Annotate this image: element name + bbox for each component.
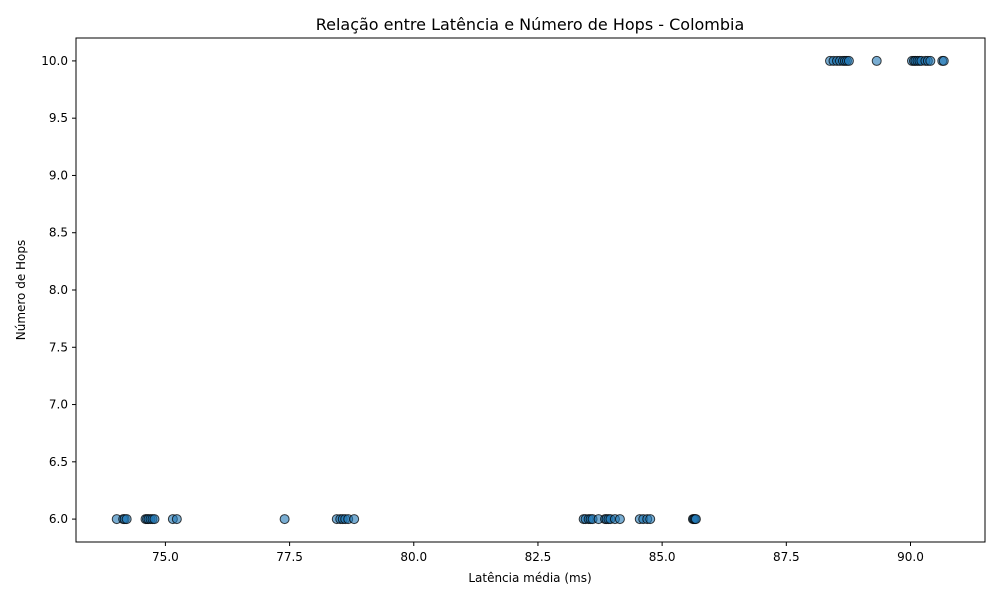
y-axis-ticks: 6.0 6.5 7.0 7.5 8.0 8.5 9.0 9.5 10.0 xyxy=(41,54,76,526)
y-tick-label: 10.0 xyxy=(41,54,68,68)
x-tick-label: 77.5 xyxy=(276,550,303,564)
y-tick-label: 6.0 xyxy=(49,512,68,526)
x-axis-label: Latência média (ms) xyxy=(468,571,591,585)
x-tick-label: 85.0 xyxy=(649,550,676,564)
data-point xyxy=(645,514,656,525)
data-point xyxy=(614,514,625,525)
data-point xyxy=(171,514,182,525)
y-tick-label: 7.0 xyxy=(49,398,68,412)
y-tick-label: 6.5 xyxy=(49,455,68,469)
y-tick-label: 9.0 xyxy=(49,168,68,182)
chart-title: Relação entre Latência e Número de Hops … xyxy=(316,15,745,34)
x-axis-ticks: 75.0 77.5 80.0 82.5 85.0 87.5 90.0 xyxy=(152,542,924,564)
x-tick-label: 90.0 xyxy=(897,550,924,564)
data-point xyxy=(349,514,360,525)
x-tick-label: 82.5 xyxy=(525,550,552,564)
x-tick-label: 87.5 xyxy=(773,550,800,564)
data-points xyxy=(111,55,949,525)
data-point xyxy=(149,514,160,525)
y-tick-label: 9.5 xyxy=(49,111,68,125)
y-tick-label: 8.0 xyxy=(49,283,68,297)
data-point xyxy=(690,514,701,525)
x-tick-label: 80.0 xyxy=(400,550,427,564)
y-tick-label: 7.5 xyxy=(49,340,68,354)
data-point xyxy=(938,55,949,66)
data-point xyxy=(925,55,936,66)
data-point xyxy=(871,55,882,66)
x-tick-label: 75.0 xyxy=(152,550,179,564)
data-point xyxy=(121,514,132,525)
data-point xyxy=(843,55,854,66)
data-point xyxy=(279,514,290,525)
y-axis-label: Número de Hops xyxy=(14,240,28,341)
y-tick-label: 8.5 xyxy=(49,226,68,240)
